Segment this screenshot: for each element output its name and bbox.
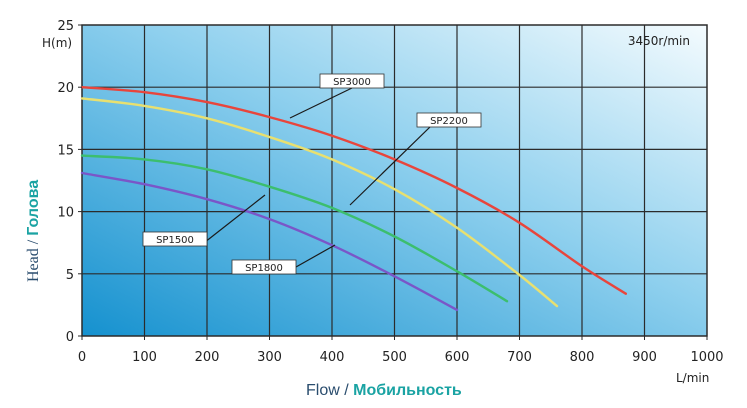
x-axis-title: Flow / Мобильность: [306, 382, 462, 399]
x-tick-label: 1000: [690, 350, 723, 365]
curve-sp3000: [80, 86, 627, 295]
curve-sp1500: [80, 154, 509, 303]
y-title-ru: Голова: [25, 180, 42, 236]
label-sp3000: SP3000: [333, 77, 371, 88]
x-tick-labels: 0 100 200 300 400 500 600 700 800 900 1000: [78, 336, 724, 365]
label-sp1800: SP1800: [245, 263, 283, 274]
grid-lines: [82, 25, 707, 336]
x-tick-label: 200: [195, 350, 220, 365]
label-box-sp1800: [231, 259, 297, 275]
y-title-sep: /: [25, 236, 42, 248]
label-sp1500: SP1500: [156, 235, 194, 246]
speed-label: 3450r/min: [628, 34, 690, 48]
y-tick-label: 0: [66, 330, 74, 345]
label-box-sp3000: [319, 73, 385, 89]
pointer-sp2200: [349, 126, 431, 206]
x-title-en: Flow: [306, 382, 340, 399]
label-sp2200: SP2200: [430, 116, 468, 127]
y-tick-label: 20: [57, 81, 74, 96]
pointer-sp1800: [295, 244, 336, 268]
x-tick-label: 500: [382, 350, 407, 365]
x-tick-label: 700: [507, 350, 532, 365]
label-box-sp1500: [142, 231, 208, 247]
y-tick-label: 5: [66, 268, 74, 283]
x-tick-label: 400: [320, 350, 345, 365]
x-tick-label: 100: [132, 350, 157, 365]
x-tick-label: 600: [445, 350, 470, 365]
y-unit-label: H(m): [42, 36, 72, 50]
curve-sp2200: [80, 97, 559, 308]
x-title-ru: Мобильность: [353, 382, 462, 399]
x-title-sep: /: [340, 382, 353, 399]
label-pointers: [199, 87, 431, 268]
x-tick-label: 900: [632, 350, 657, 365]
curve-sp1800: [80, 171, 459, 312]
y-tick-label: 25: [57, 19, 74, 34]
x-unit-label: L/min: [676, 371, 709, 385]
y-axis-title: Head / Голова: [25, 180, 42, 282]
pointer-sp1500: [199, 194, 266, 247]
y-tick-label: 10: [57, 206, 74, 221]
x-tick-label: 300: [257, 350, 282, 365]
curves: [80, 86, 627, 312]
label-box-sp2200: [416, 112, 482, 128]
x-tick-label: 800: [570, 350, 595, 365]
x-tick-label: 0: [78, 350, 86, 365]
y-tick-labels: 0 5 10 15 20 25: [57, 19, 82, 345]
pointer-sp3000: [289, 87, 353, 119]
curve-labels: SP3000 SP2200 SP1500 SP1800: [142, 73, 482, 275]
y-tick-label: 15: [57, 143, 74, 158]
y-title-en: Head: [25, 248, 42, 282]
